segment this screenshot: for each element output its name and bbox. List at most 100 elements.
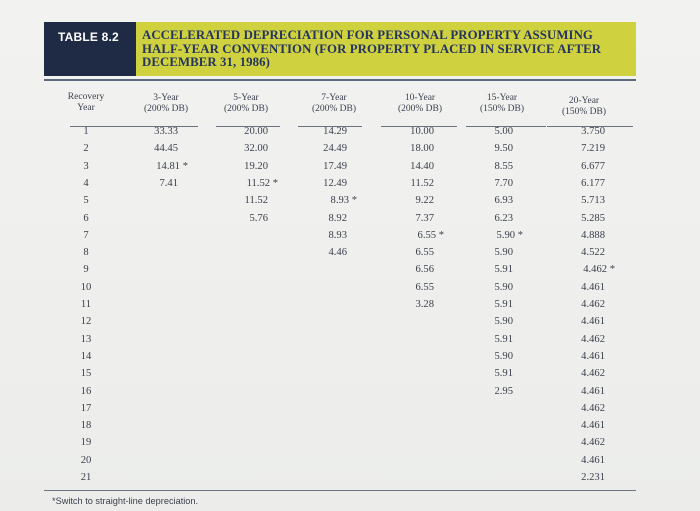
table-cell: 7.41 — [159, 177, 178, 189]
table-cell: 2.231 — [581, 472, 605, 483]
column-rule — [466, 126, 546, 127]
recovery-year-cell: 8 — [83, 247, 89, 259]
recovery-year-cell: 3 — [83, 160, 89, 172]
table-cell: 9.50 — [494, 143, 513, 155]
recovery-year-cell: 10 — [80, 281, 92, 293]
recovery-year-cell: 11 — [80, 299, 92, 310]
table-cell: 6.55 — [415, 281, 434, 293]
column-header-line2: (200% DB) — [311, 104, 357, 114]
recovery-year-cell: 1 — [83, 126, 89, 137]
table-cell: 4.461 — [581, 385, 605, 397]
table-cell: 5.90 — [494, 281, 513, 293]
recovery-year-cell: 16 — [80, 385, 92, 397]
table-cell: 4.522 — [581, 247, 605, 259]
table-cell: 6.56 — [415, 264, 434, 276]
recovery-year-cell: 17 — [80, 402, 92, 414]
recovery-year-cell: 9 — [83, 264, 89, 276]
table-cell: 4.462 — [581, 333, 605, 345]
table-cell: 4.461 — [581, 350, 605, 362]
table-cell: 4.461 — [581, 454, 605, 466]
table-cell: 4.461 — [581, 281, 605, 293]
recovery-year-cell: 14 — [80, 350, 92, 362]
column-header-line1: Recovery — [67, 92, 105, 102]
table-cell: 5.91 — [494, 264, 513, 276]
table-cell: 5.90 * — [496, 229, 523, 241]
column-header-line1: 7-Year — [321, 93, 347, 103]
table-cell: 8.93 — [328, 229, 347, 241]
column-header-line2: (150% DB) — [561, 107, 607, 117]
table-cell: 18.00 — [410, 143, 434, 155]
table-cell: 4.462 — [581, 299, 605, 310]
recovery-year-cell: 19 — [80, 437, 92, 449]
table-cell: 4.462 — [581, 402, 605, 414]
table-cell: 11.52 * — [246, 177, 278, 189]
table-cell: 3.28 — [415, 299, 434, 310]
table-cell: 7.70 — [494, 177, 513, 189]
recovery-year-cell: 15 — [80, 368, 92, 380]
table-cell: 4.461 — [581, 316, 605, 328]
table-cell: 7.219 — [581, 143, 605, 155]
table-cell: 4.462 — [581, 368, 605, 380]
table-cell: 10.00 — [410, 126, 434, 137]
recovery-year-cell: 18 — [80, 420, 92, 432]
header-rule — [44, 79, 636, 81]
column-header-0: Recovery Year — [46, 92, 126, 114]
table-cell: 24.49 — [323, 143, 347, 155]
table-cell: 20.00 — [244, 126, 268, 137]
table-cell: 44.45 — [154, 143, 178, 155]
column-header-6: 20-Year (150% DB) — [544, 96, 624, 118]
column-header-line1: 3-Year — [153, 93, 179, 103]
table-cell: 8.92 — [328, 212, 347, 224]
table-cell: 4.461 — [581, 420, 605, 432]
table-cell: 6.177 — [581, 177, 605, 189]
column-header-line2: (200% DB) — [397, 104, 443, 114]
recovery-year-cell: 13 — [80, 333, 92, 345]
recovery-year-cell: 21 — [80, 472, 92, 483]
column-header-2: 5-Year (200% DB) — [206, 93, 286, 115]
recovery-year-cell: 5 — [83, 195, 89, 207]
column-header-1: 3-Year (200% DB) — [126, 93, 206, 115]
column-header-line1: 10-Year — [404, 93, 436, 103]
table-cell: 8.93 * — [330, 195, 357, 207]
table-cell: 6.677 — [581, 160, 605, 172]
column-rule — [70, 126, 170, 127]
table-cell: 11.52 — [244, 195, 268, 207]
column-rule — [134, 126, 198, 127]
table-cell: 5.00 — [494, 126, 513, 137]
table-cell: 11.52 — [410, 177, 434, 189]
table-cell: 5.91 — [494, 333, 513, 345]
column-rule — [216, 126, 280, 127]
table-cell: 5.76 — [249, 212, 268, 224]
column-header-line1: 5-Year — [233, 93, 259, 103]
table-cell: 17.49 — [323, 160, 347, 172]
table-cell: 33.33 — [154, 126, 178, 137]
table-header: TABLE 8.2 ACCELERATED DEPRECIATION FOR P… — [44, 22, 636, 76]
table-cell: 5.91 — [494, 299, 513, 310]
column-header-4: 10-Year (200% DB) — [380, 93, 460, 115]
recovery-year-cell: 20 — [80, 454, 92, 466]
table-cell: 5.713 — [581, 195, 605, 207]
table-cell: 4.888 — [581, 229, 605, 241]
table-cell: 14.29 — [323, 126, 347, 137]
table-cell: 4.46 — [328, 247, 347, 259]
column-header-line1: 15-Year — [486, 93, 518, 103]
table-cell: 5.90 — [494, 247, 513, 259]
table-cell: 6.23 — [494, 212, 513, 224]
column-rule — [547, 126, 633, 127]
table-cell: 12.49 — [323, 177, 347, 189]
column-header-line2: (200% DB) — [143, 104, 189, 114]
table-cell: 5.285 — [581, 212, 605, 224]
column-header-5: 15-Year (150% DB) — [462, 93, 542, 115]
table-cell: 5.91 — [494, 368, 513, 380]
bottom-rule — [44, 490, 636, 491]
table-cell: 5.90 — [494, 350, 513, 362]
column-rule — [381, 126, 457, 127]
column-header-3: 7-Year (200% DB) — [294, 93, 374, 115]
recovery-year-cell: 6 — [83, 212, 89, 224]
table-cell: 7.37 — [415, 212, 434, 224]
table-cell: 5.90 — [494, 316, 513, 328]
table-cell: 9.22 — [415, 195, 434, 207]
table-title: ACCELERATED DEPRECIATION FOR PERSONAL PR… — [136, 22, 636, 76]
recovery-year-cell: 2 — [83, 143, 89, 155]
